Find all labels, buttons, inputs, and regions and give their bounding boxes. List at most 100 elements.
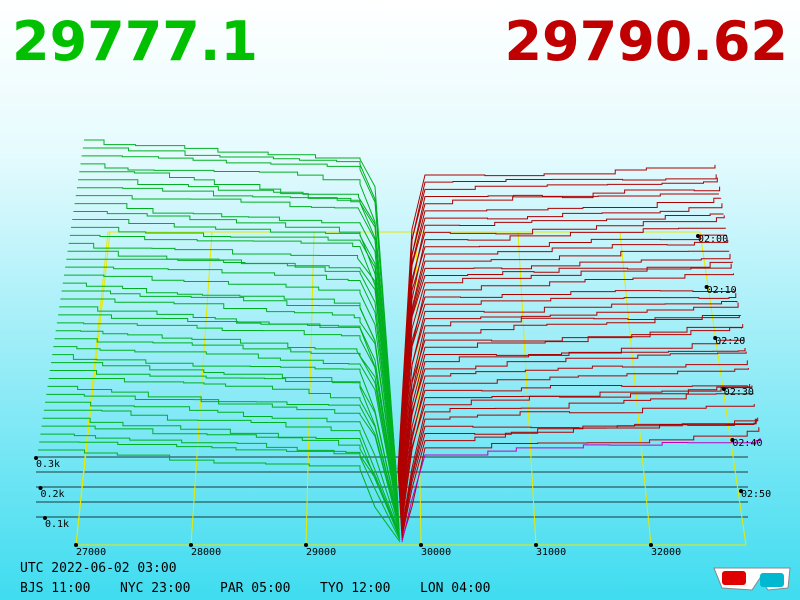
price-label: 29000 [306,547,336,558]
zone-time: BJS 11:00 [20,581,90,596]
bid-layer [39,441,401,541]
bid-layer [74,203,398,485]
bid-layer [84,139,397,471]
ask-layer [399,261,733,498]
bid-layer [40,433,401,539]
bid-layer [63,274,399,502]
bid-layer [67,250,398,496]
depth-dot [38,486,43,490]
ask-layer [398,253,731,495]
ask-layer [401,417,759,539]
price-dot [74,543,78,547]
bid-layer [55,330,399,515]
bid-layer [54,338,400,517]
depth-label: 0.3k [36,459,60,470]
bid-layer [60,298,399,507]
ask-layer [399,327,743,513]
bid-layer [81,155,397,474]
ask-layer [397,174,717,472]
time-dot [721,387,726,391]
bid-layer [61,290,399,506]
ask-layer [400,386,752,528]
ask-layer [398,263,732,496]
bid-layer [68,242,398,495]
bid-layer [80,163,397,476]
time-dot [739,489,743,493]
grid-line [517,231,537,546]
time-dot [704,285,709,289]
ask-layer [398,197,722,480]
price-label: 28000 [191,547,221,558]
bid-layer [45,401,400,532]
ask-layer [400,393,754,532]
bid-layer [52,354,400,520]
ask-price: 29790.62 [504,10,788,73]
ask-layer [398,239,729,491]
bid-layer [47,385,400,528]
zone-time: TYO 12:00 [320,581,390,596]
ask-layer [400,368,749,524]
zone-time: NYC 23:00 [120,581,190,596]
ask-layer [399,293,737,504]
ask-layer [398,215,725,485]
ask-layer [400,383,751,526]
time-dot [713,336,718,340]
ask-layer [401,437,761,543]
bid-layer [43,409,400,533]
price-dot [649,543,653,547]
bid-layer [71,226,398,491]
grid-line [190,231,213,546]
zone-time: LON 04:00 [420,581,490,596]
price-label: 30000 [421,547,451,558]
grid-line [75,231,109,546]
ask-layer [400,351,747,520]
ask-layer [400,385,753,530]
depth-label: 0.1k [45,519,69,530]
time-label: 02:00 [698,234,728,245]
bid-layer [78,179,398,480]
depth-dot [34,456,38,460]
price-label: 32000 [651,547,681,558]
zone-time: PAR 05:00 [220,581,290,596]
ask-layer [399,300,738,506]
bid-layer [49,370,400,524]
bid-layer [65,266,399,500]
ask-layer [398,250,730,493]
time-dot [730,438,735,442]
ask-layer [400,360,748,522]
depth-label: 0.2k [41,489,65,500]
bid-layer [69,234,398,493]
bid-layer [82,147,397,472]
ask-layer [399,314,741,511]
bid-layer [62,282,399,504]
bid-layer [72,218,398,489]
bid-layer [38,449,401,543]
ask-layer [398,213,724,483]
ask-layer [400,347,746,519]
ask-layer [398,227,726,487]
price-dot [419,543,423,547]
bid-layer [76,187,398,482]
bid-layer [56,322,399,513]
ask-layer [399,302,739,507]
bid-layer [58,314,399,511]
bid-layer [66,258,399,498]
grid-line [305,231,315,546]
time-label: 02:30 [724,387,754,398]
ask-layer [399,290,736,502]
time-label: 02:50 [741,489,771,500]
ask-layer [397,164,716,471]
ask-layer [401,418,758,537]
depth-layers [36,139,761,546]
bid-price: 29777.1 [12,10,258,73]
ask-layer [401,427,760,541]
ask-layer [399,324,744,515]
ask-layer [397,186,721,478]
depth-dot [43,516,47,520]
time-label: 02:10 [707,285,737,296]
ask-layer [398,203,723,482]
price-dot [534,543,538,547]
price-dot [304,543,308,547]
